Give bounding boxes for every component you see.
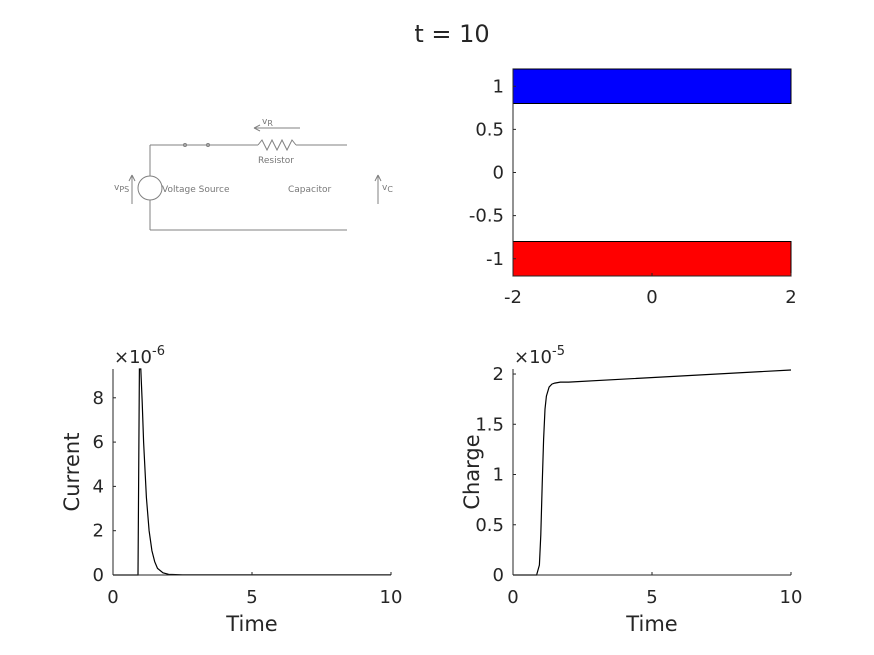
y-tick-label: 1 [493,76,504,97]
x-tick-label: 10 [780,587,803,608]
figure-title: t = 10 [414,20,489,48]
exponent-base: ×10 [114,347,152,368]
x-axis-label: Time [625,612,677,636]
circuit-label-vr: vR [262,117,273,128]
y-axis-label: Current [60,433,84,512]
bar [512,68,792,104]
circuit-label-capacitor: Capacitor [288,185,332,195]
exponent-label: ×10-6 [114,344,165,368]
circuit-resistor-icon [257,138,297,152]
y-tick-label: 2 [493,364,504,385]
exponent-label: ×10-5 [514,344,565,368]
y-tick-label: 0 [93,565,104,586]
voltage-source-icon [137,175,163,201]
x-tick-label: 2 [785,287,796,308]
x-tick-label: 0 [507,587,518,608]
x-tick-label: 5 [246,587,257,608]
y-axis-label: Charge [460,434,484,509]
y-tick-label: 1 [493,465,504,486]
bar [512,241,792,277]
circuit-label-source: Voltage Source [162,185,230,195]
x-tick-label: 10 [380,587,403,608]
bar-chart: -2 0 2 1 0.5 0 -0.5 -1 [469,68,797,308]
y-tick-label: 1.5 [475,414,504,435]
y-tick-label: 8 [93,388,104,409]
y-tick-label: -0.5 [469,206,504,227]
vc-arrow-icon [374,174,382,204]
current-chart: 0 5 10 0 2 4 6 8 ×10-6 Time Current [60,344,402,636]
y-tick-label: 0 [493,163,504,184]
circuit-label-vps: vPS [114,183,129,194]
series-line [513,369,792,576]
x-tick-label: 0 [646,287,657,308]
exponent-power: -6 [152,344,165,359]
circuit-label-vc: vC [382,183,393,194]
y-tick-label: 0 [493,565,504,586]
series-line [113,368,391,576]
x-tick-label: 5 [646,587,657,608]
vps-arrow-icon [128,174,136,204]
x-tick-label: 0 [107,587,118,608]
exponent-base: ×10 [514,347,552,368]
y-tick-label: 4 [93,476,104,497]
charge-chart: 0 5 10 0 0.5 1 1.5 2 ×10-5 Time Charge [460,344,802,636]
x-tick-label: -2 [504,287,522,308]
circuit-node-icon [206,143,210,147]
y-tick-label: 6 [93,432,104,453]
y-tick-label: 0.5 [475,119,504,140]
y-tick-label: 2 [93,521,104,542]
x-axis-label: Time [225,612,277,636]
circuit-node-icon [183,143,187,147]
circuit-label-resistor: Resistor [258,156,294,166]
y-tick-label: -1 [486,249,504,270]
exponent-power: -5 [552,344,565,359]
circuit-diagram [128,124,382,231]
y-tick-label: 0.5 [475,515,504,536]
vr-arrow-icon [253,124,300,132]
